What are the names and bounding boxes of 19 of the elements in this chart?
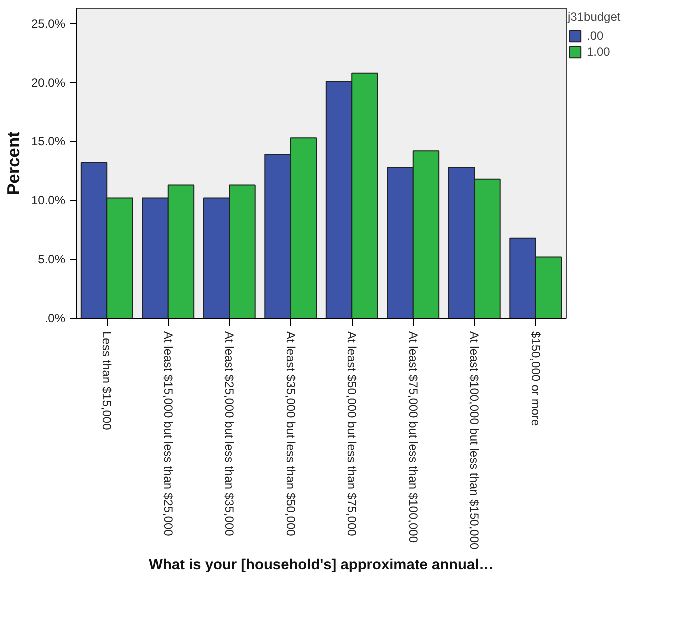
x-tick-label: At least $15,000 but less than $25,000 xyxy=(161,332,176,537)
y-tick-label: 20.0% xyxy=(31,76,66,90)
y-tick-label: 25.0% xyxy=(31,16,66,31)
x-tick-label: $150,000 or more xyxy=(528,332,543,427)
x-tick-label: At least $75,000 but less than $100,000 xyxy=(406,332,420,544)
x-tick-label: At least $100,000 but less than $150,000 xyxy=(468,332,482,550)
y-tick-label: 5.0% xyxy=(38,252,66,267)
legend-label: 1.00 xyxy=(587,45,610,59)
x-axis-title: What is your [household's] approximate annual… xyxy=(149,558,494,574)
legend-title: j31budget xyxy=(568,10,621,24)
y-tick-label: .0% xyxy=(44,312,66,326)
y-axis-title: Percent xyxy=(3,131,24,196)
y-tick-label: 10.0% xyxy=(31,194,66,208)
x-tick-label: Less than $15,000 xyxy=(100,332,114,431)
y-tick-label: 15.0% xyxy=(31,134,66,149)
x-tick-label: At least $50,000 but less than $75,000 xyxy=(345,332,360,537)
x-tick-label: At least $25,000 but less than $35,000 xyxy=(222,332,237,537)
x-tick-label: At least $35,000 but less than $50,000 xyxy=(284,332,298,537)
legend-label: .00 xyxy=(587,29,605,43)
